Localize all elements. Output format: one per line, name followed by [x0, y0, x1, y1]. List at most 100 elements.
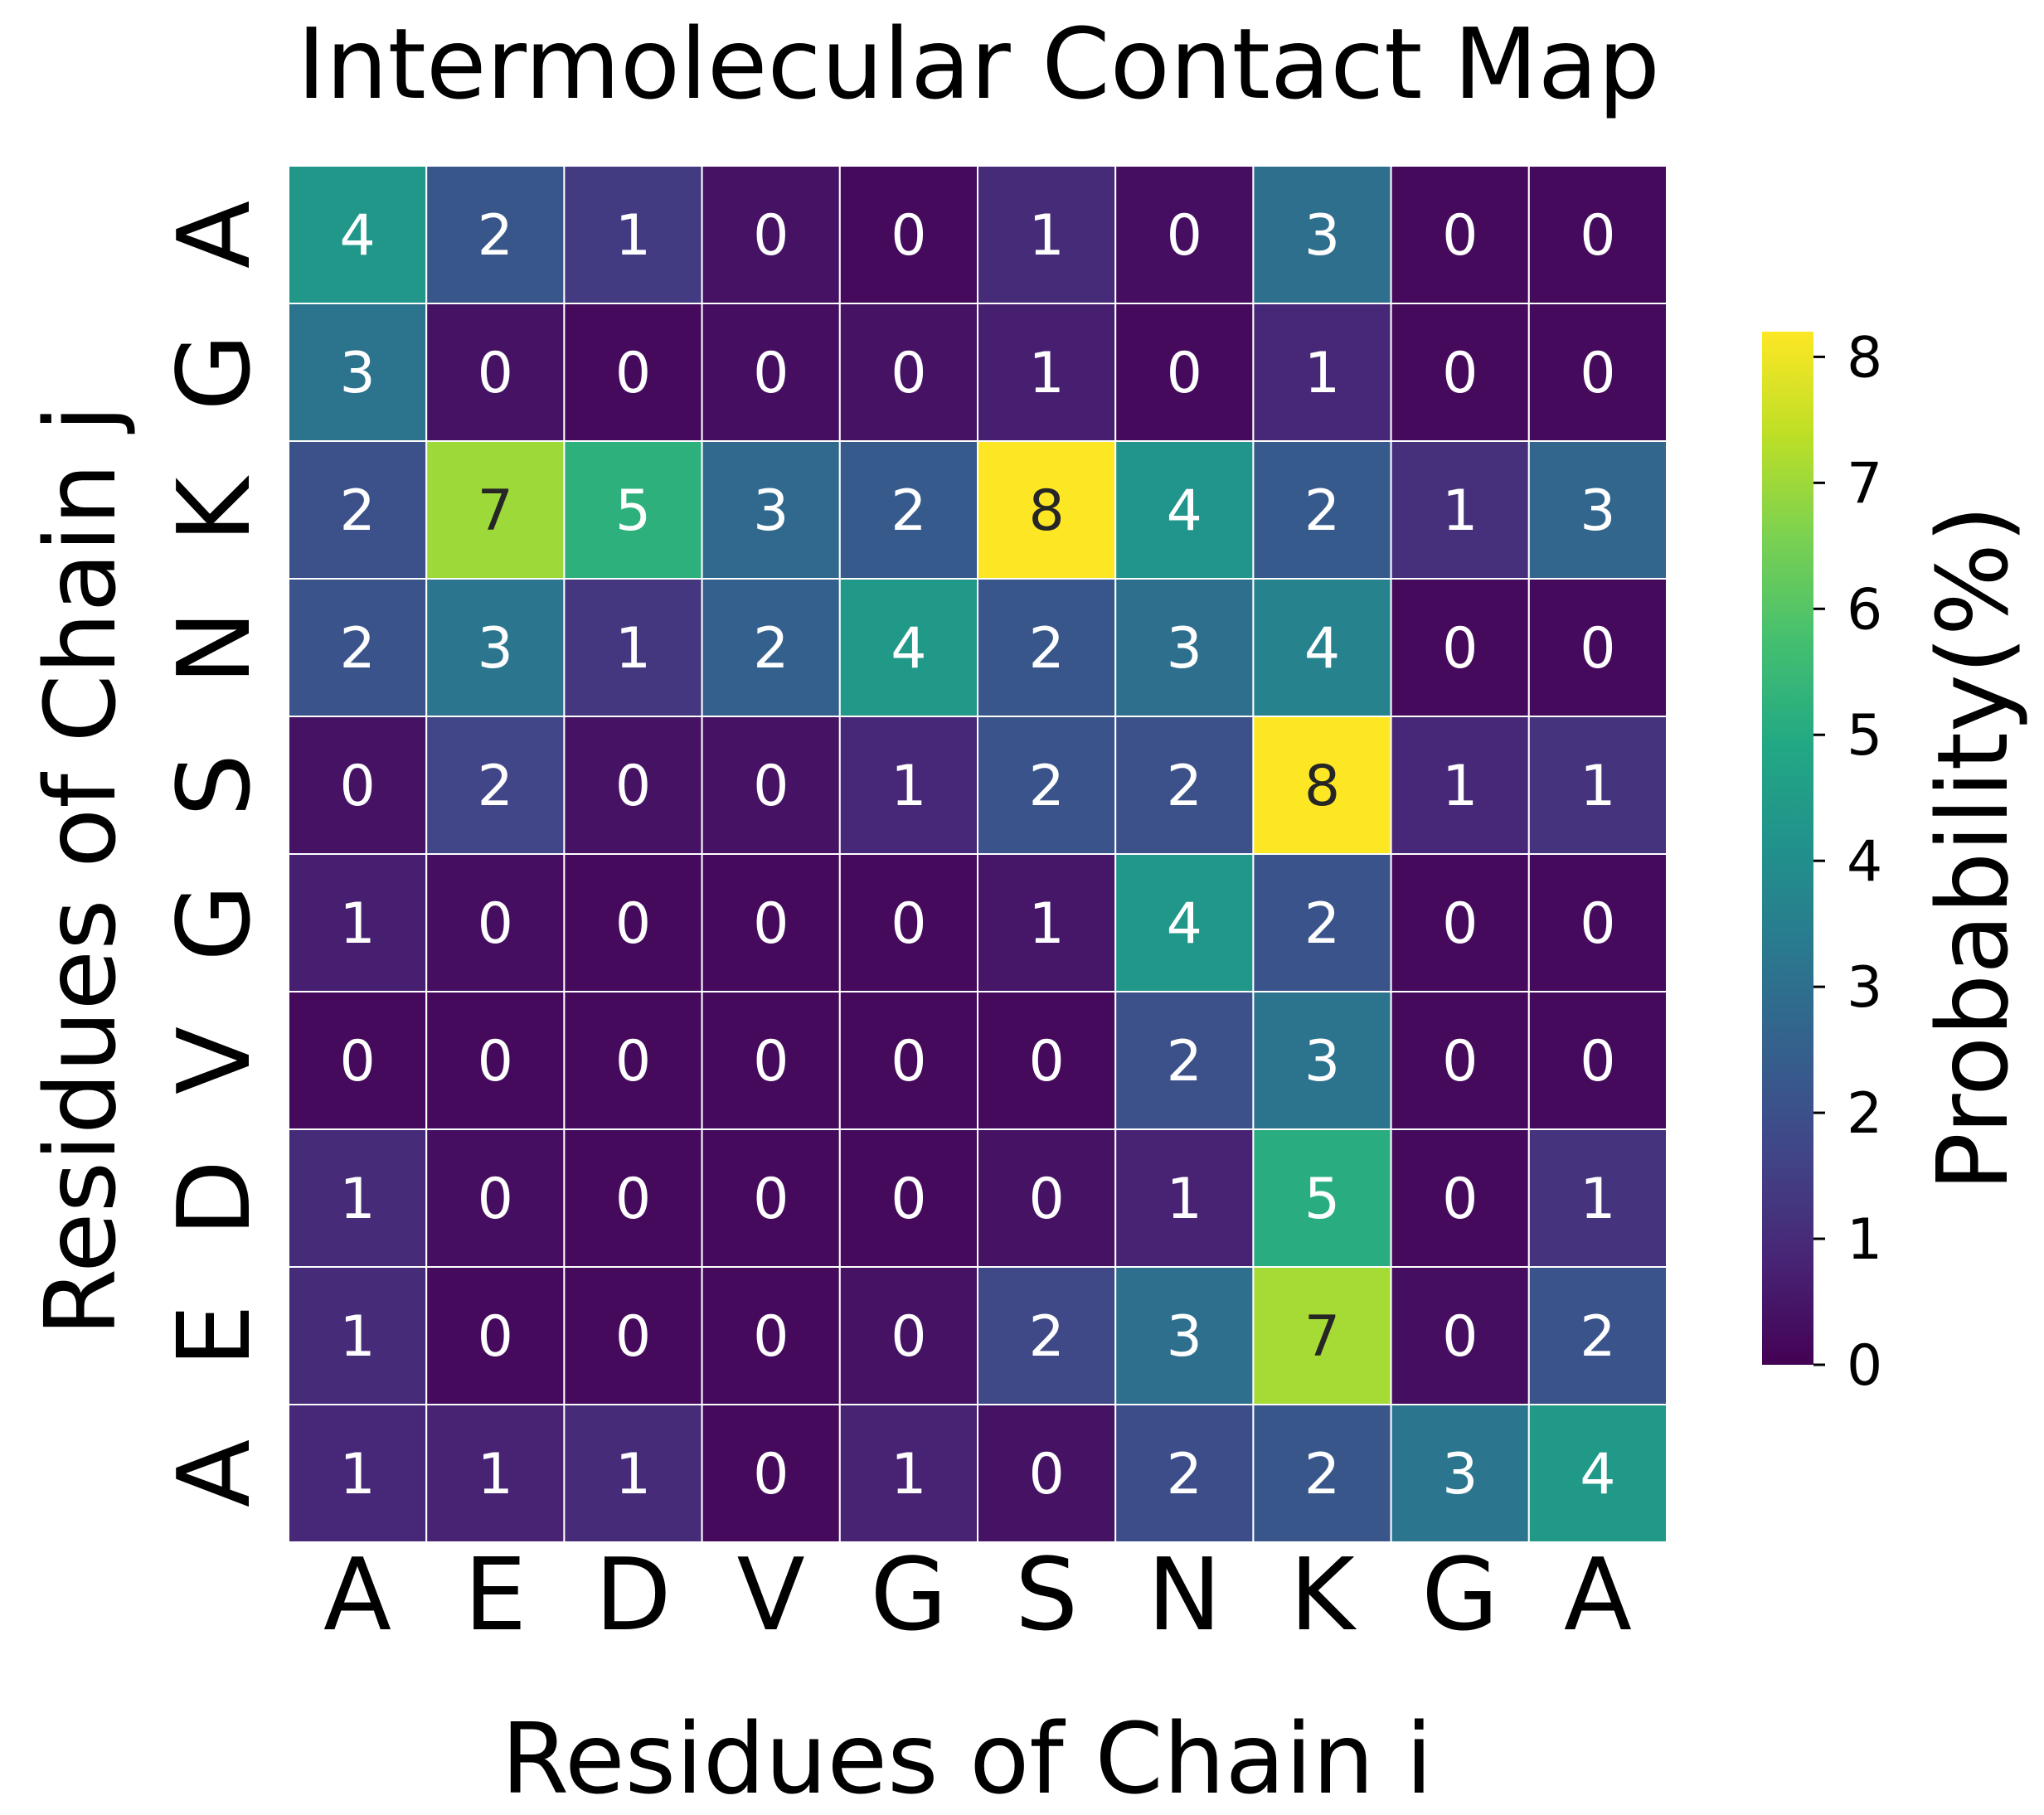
heatmap-cell [1252, 440, 1392, 580]
cell-annotation: 2 [478, 203, 513, 269]
cell-annotation: 2 [339, 478, 375, 544]
cell-annotation: 0 [1442, 203, 1478, 269]
heatmap-cell [1390, 303, 1530, 442]
heatmap-cell [977, 853, 1117, 992]
y-tick-label: K [158, 474, 273, 542]
heatmap-cell [1527, 1266, 1668, 1405]
cell-annotation: 0 [478, 1167, 513, 1232]
x-tick-label: A [1564, 1538, 1632, 1653]
cell-annotation: 1 [1028, 891, 1064, 957]
cell-annotation: 1 [339, 1442, 375, 1507]
heatmap-cell [288, 991, 428, 1130]
colorbar-ticks: 0 1 2 3 4 5 6 7 8 [1813, 325, 1882, 1399]
cell-annotations: 4 2 1 0 0 1 0 3 0 0 3 0 0 0 0 1 0 1 0 0 2 7 5 3 2 8 4 2 1 3 2 3 1 2 4 2 3 4 0 0… [339, 203, 1615, 1507]
y-tick-label: G [158, 885, 273, 962]
heatmap-cell [1114, 1128, 1255, 1268]
x-tick-label: G [870, 1538, 947, 1653]
cell-annotation: 1 [1442, 754, 1478, 819]
y-tick-label: D [158, 1160, 273, 1236]
heatmap-cell [1114, 716, 1255, 855]
cell-annotation: 0 [753, 1029, 789, 1094]
cell-annotation: 0 [1442, 616, 1478, 682]
heatmap-cell [1114, 1266, 1255, 1405]
heatmap-cell [1390, 440, 1530, 580]
cell-annotation: 0 [753, 1167, 789, 1232]
cell-annotation: 0 [615, 341, 651, 406]
heatmap-cell [701, 1128, 841, 1268]
x-tick-label: E [464, 1538, 527, 1653]
heatmap-cell [425, 1128, 566, 1268]
cell-annotation: 0 [1580, 203, 1615, 269]
y-tick-label: G [158, 334, 273, 411]
cell-annotation: 4 [1167, 891, 1202, 957]
cell-annotation: 5 [615, 478, 651, 544]
cell-annotation: 7 [478, 478, 513, 544]
colorbar-label: Probability(%) [1915, 505, 2030, 1191]
cell-annotation: 2 [753, 616, 789, 682]
colorbar-tick-label: 6 [1847, 577, 1882, 643]
chart-title: Intermolecular Contact Map [297, 7, 1660, 121]
cell-annotation: 0 [615, 1029, 651, 1094]
cell-annotation: 0 [478, 891, 513, 957]
cell-annotation: 2 [1304, 1442, 1340, 1507]
heatmap-cell [563, 303, 703, 442]
cell-annotation: 1 [615, 1442, 651, 1507]
heatmap-cell [701, 1404, 841, 1543]
heatmap-cell [1527, 578, 1668, 717]
heatmap-cell [563, 1266, 703, 1405]
cell-annotation: 0 [1167, 341, 1202, 406]
heatmap-cells [288, 165, 1668, 1543]
cell-annotation: 0 [339, 1029, 375, 1094]
cell-annotation: 2 [478, 754, 513, 819]
heatmap-cell [1252, 1404, 1392, 1543]
cell-annotation: 0 [615, 1304, 651, 1370]
cell-annotation: 4 [891, 616, 926, 682]
cell-annotation: 2 [1304, 478, 1340, 544]
colorbar-tick-label: 2 [1847, 1081, 1882, 1147]
heatmap-cell [977, 303, 1117, 442]
cell-annotation: 4 [1304, 616, 1340, 682]
cell-annotation: 8 [1028, 478, 1064, 544]
cell-annotation: 3 [1167, 1304, 1202, 1370]
y-tick-label: V [158, 1026, 273, 1094]
heatmap-cell [838, 165, 978, 304]
heatmap-cell [1252, 165, 1392, 304]
cell-annotation: 0 [339, 754, 375, 819]
heatmap-cell [563, 440, 703, 580]
heatmap-cell [977, 578, 1117, 717]
x-tick-label: G [1421, 1538, 1498, 1653]
cell-annotation: 2 [1580, 1304, 1615, 1370]
cell-annotation: 0 [478, 341, 513, 406]
heatmap-cell [1114, 578, 1255, 717]
cell-annotation: 0 [1580, 891, 1615, 957]
heatmap-cell [1527, 716, 1668, 855]
cell-annotation: 3 [339, 341, 375, 406]
cell-annotation: 0 [1028, 1029, 1064, 1094]
heatmap-cell [838, 716, 978, 855]
y-tick-label: S [158, 754, 273, 817]
cell-annotation: 1 [478, 1442, 513, 1507]
cell-annotation: 3 [1580, 478, 1615, 544]
cell-annotation: 1 [1580, 1167, 1615, 1232]
heatmap-cell [838, 853, 978, 992]
heatmap-cell [288, 578, 428, 717]
cell-annotation: 0 [891, 203, 926, 269]
heatmap-cell [977, 1128, 1117, 1268]
cell-annotation: 1 [1028, 203, 1064, 269]
cell-annotation: 0 [891, 1167, 926, 1232]
cell-annotation: 2 [1167, 1029, 1202, 1094]
heatmap-cell [1252, 991, 1392, 1130]
heatmap-cell [1390, 716, 1530, 855]
heatmap-cell [1390, 578, 1530, 717]
heatmap-cell [563, 853, 703, 992]
heatmap-cell [977, 991, 1117, 1130]
cell-annotation: 1 [1167, 1167, 1202, 1232]
cell-annotation: 1 [891, 1442, 926, 1507]
cell-annotation: 8 [1304, 754, 1340, 819]
heatmap-cell [1527, 303, 1668, 442]
y-tick-label: A [158, 1439, 273, 1507]
cell-annotation: 5 [1304, 1167, 1340, 1232]
y-tick-label: A [158, 201, 273, 269]
cell-annotation: 0 [478, 1304, 513, 1370]
